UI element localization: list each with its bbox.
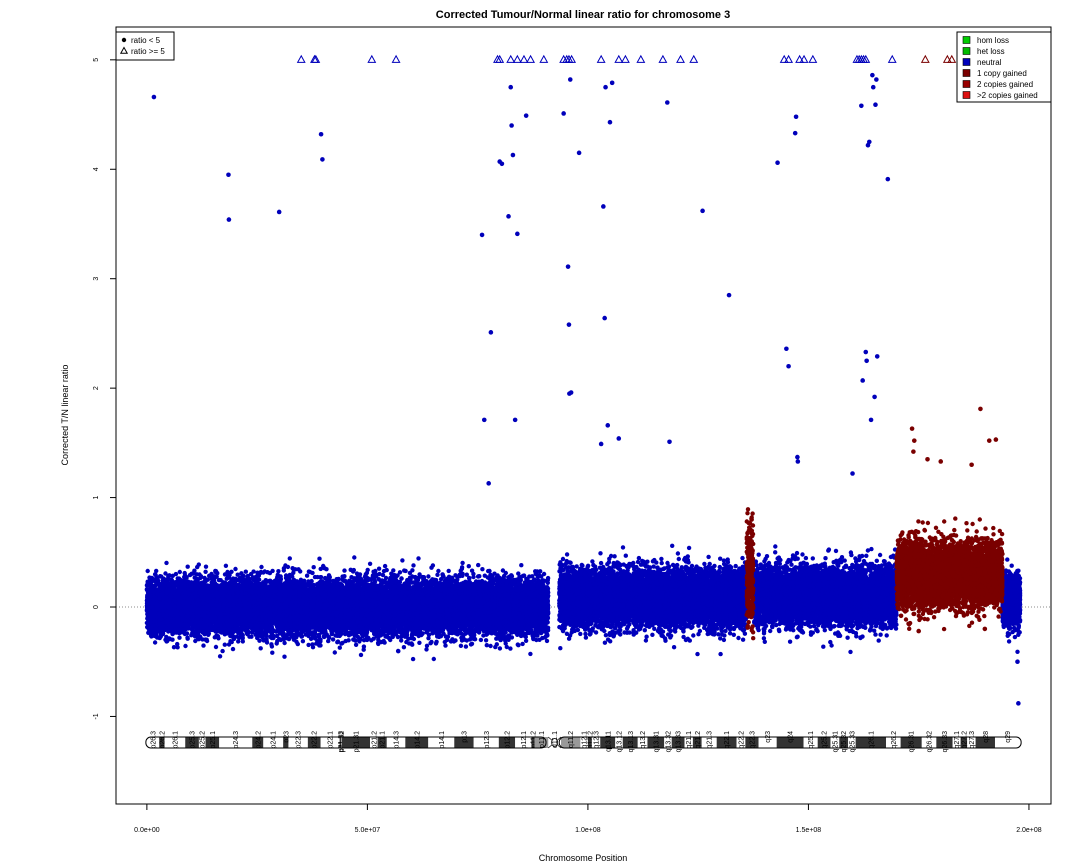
data-point [152, 640, 158, 645]
plot-frame [115, 26, 1052, 805]
data-point [516, 571, 521, 576]
data-point [317, 556, 322, 561]
data-point [417, 640, 422, 645]
data-point [497, 646, 503, 651]
series-neutral [144, 54, 1023, 706]
data-point [519, 563, 524, 568]
data-point [177, 635, 182, 640]
data-point [311, 565, 316, 570]
data-point [222, 642, 227, 647]
data-point [382, 563, 388, 569]
data-point [410, 656, 416, 662]
data-point [258, 646, 263, 651]
scatter-points [144, 54, 1023, 706]
data-point [159, 574, 164, 579]
data-point [426, 574, 431, 579]
data-point [376, 566, 382, 571]
data-point [259, 564, 264, 570]
data-point [523, 638, 529, 643]
data-point [164, 560, 169, 566]
data-point [400, 558, 405, 563]
data-point [508, 646, 513, 651]
data-point [330, 637, 336, 642]
data-point [243, 569, 248, 574]
data-point [304, 573, 310, 578]
data-point [269, 642, 274, 647]
data-point [488, 643, 493, 649]
data-point [436, 568, 441, 574]
chart-title: Corrected Tumour/Normal linear ratio for… [436, 9, 730, 21]
data-point [223, 563, 229, 568]
data-point [282, 654, 287, 659]
data-point [300, 639, 306, 644]
data-point [431, 656, 436, 662]
data-point [201, 643, 206, 648]
data-point [220, 648, 225, 654]
